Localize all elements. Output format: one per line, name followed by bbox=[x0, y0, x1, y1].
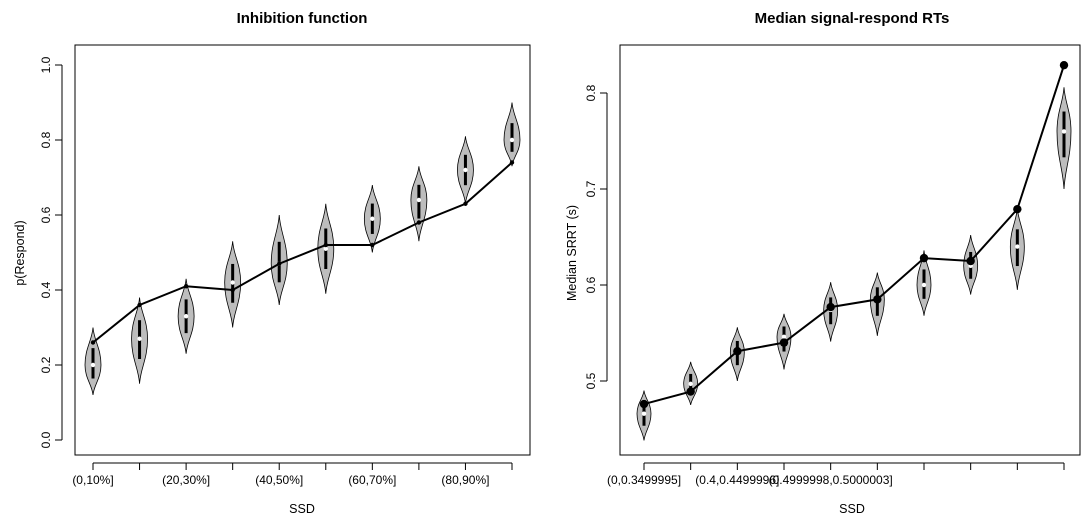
median-srrt-panel: Median signal-respond RTs 0.5 0.6 0.7 0.8 (… bbox=[565, 10, 1081, 516]
inhibition-function-data-point bbox=[463, 201, 468, 206]
median-srrt-violin-median bbox=[921, 282, 927, 288]
inhibition-function-data-point bbox=[323, 242, 328, 248]
inhibition-function-panel: Inhibition function 0.0 0.2 0.4 0.6 0.8 1.0 (… bbox=[13, 10, 531, 516]
median-srrt-data-point bbox=[826, 302, 835, 312]
median-srrt-title: Median signal-respond RTs bbox=[755, 10, 950, 27]
median-srrt-data-point bbox=[919, 253, 929, 263]
inhibition-function-y-tick-label: 0.0 bbox=[39, 431, 53, 448]
median-srrt-series bbox=[639, 60, 1069, 409]
inhibition-function-x-axis: (0,10%] (20,30%] (40,50%] (60,70%] (80,90%] bbox=[72, 462, 513, 487]
inhibition-function-violin-median bbox=[370, 216, 375, 221]
median-srrt-y-tick-label: 0.7 bbox=[584, 180, 598, 197]
inhibition-function-data-point bbox=[137, 302, 142, 308]
median-srrt-plot-frame bbox=[619, 44, 1081, 456]
inhibition-function-y-tick-label: 1.0 bbox=[39, 56, 53, 73]
inhibition-function-data-point bbox=[370, 242, 375, 248]
median-srrt-y-label: Median SRRT (s) bbox=[565, 205, 579, 301]
inhibition-function-y-tick-label: 0.6 bbox=[39, 206, 53, 223]
inhibition-function-data-point bbox=[90, 340, 96, 345]
median-srrt-y-tick-label: 0.5 bbox=[584, 372, 598, 389]
inhibition-function-x-label: SSD bbox=[289, 502, 315, 516]
inhibition-function-y-tick-label: 0.4 bbox=[39, 281, 53, 298]
inhibition-function-series bbox=[90, 160, 515, 345]
median-srrt-data-point bbox=[733, 347, 742, 356]
median-srrt-x-axis: (0,0.3499995] (0.4,0.4499996](0.4999998,0… bbox=[607, 462, 1065, 487]
inhibition-function-violin-median bbox=[416, 197, 422, 203]
median-srrt-y-tick-label: 0.6 bbox=[584, 276, 598, 293]
inhibition-function-plot-frame bbox=[74, 44, 531, 456]
inhibition-function-y-label: p(Respond) bbox=[13, 220, 27, 285]
inhibition-function-title: Inhibition function bbox=[237, 10, 368, 27]
median-srrt-data-point bbox=[873, 295, 882, 304]
median-srrt-violin-median bbox=[641, 411, 647, 416]
inhibition-function-x-tick-label: (20,30%] bbox=[162, 473, 210, 487]
inhibition-function-x-tick-label: (0,10%] bbox=[72, 473, 113, 487]
inhibition-function-violin-median bbox=[137, 336, 142, 341]
median-srrt-data-point bbox=[966, 256, 975, 266]
median-srrt-data-point bbox=[686, 387, 695, 396]
median-srrt-data-point bbox=[639, 399, 649, 409]
inhibition-function-violin-median bbox=[509, 137, 515, 143]
inhibition-function-y-tick-label: 0.2 bbox=[39, 356, 53, 373]
inhibition-function-x-tick-label: (80,90%] bbox=[441, 473, 489, 487]
inhibition-function-violin-median bbox=[323, 246, 328, 251]
inhibition-function-data-point bbox=[277, 261, 282, 266]
median-srrt-series-line bbox=[643, 64, 1065, 406]
median-srrt-x-label: SSD bbox=[839, 502, 865, 516]
median-srrt-violin-median bbox=[781, 334, 787, 340]
inhibition-function-x-tick-label: (40,50%] bbox=[255, 473, 303, 487]
inhibition-function-violin-median bbox=[463, 167, 468, 173]
median-srrt-violin-median bbox=[1061, 129, 1067, 134]
inhibition-function-data-point bbox=[509, 160, 515, 165]
median-srrt-violin-median bbox=[688, 381, 693, 387]
median-srrt-y-axis: 0.5 0.6 0.7 0.8 bbox=[584, 84, 608, 389]
median-srrt-x-tick-label: (0.4,0.4499996] bbox=[695, 473, 779, 487]
inhibition-function-y-tick-label: 0.8 bbox=[39, 131, 53, 148]
median-srrt-x-tick-label: (0,0.3499995] bbox=[607, 473, 681, 487]
inhibition-function-data-point bbox=[230, 287, 235, 293]
median-srrt-data-point bbox=[779, 338, 789, 347]
inhibition-function-data-point bbox=[183, 284, 189, 289]
inhibition-function-data-point bbox=[416, 220, 422, 225]
median-srrt-x-tick-label: (0.4999998,0.5000003] bbox=[769, 473, 893, 487]
inhibition-function-violin-median bbox=[183, 314, 189, 319]
median-srrt-data-point bbox=[1013, 204, 1022, 214]
inhibition-function-violin-median bbox=[230, 280, 235, 285]
inhibition-function-series-line bbox=[92, 161, 513, 344]
inhibition-function-violins bbox=[84, 102, 521, 396]
median-srrt-violin-median bbox=[1015, 244, 1020, 249]
median-srrt-y-tick-label: 0.8 bbox=[584, 84, 598, 101]
inhibition-function-x-tick-label: (60,70%] bbox=[348, 473, 396, 487]
inhibition-function-y-axis: 0.0 0.2 0.4 0.6 0.8 1.0 bbox=[39, 56, 63, 448]
median-srrt-data-point bbox=[1059, 60, 1069, 70]
inhibition-function-violin-median bbox=[90, 362, 96, 368]
